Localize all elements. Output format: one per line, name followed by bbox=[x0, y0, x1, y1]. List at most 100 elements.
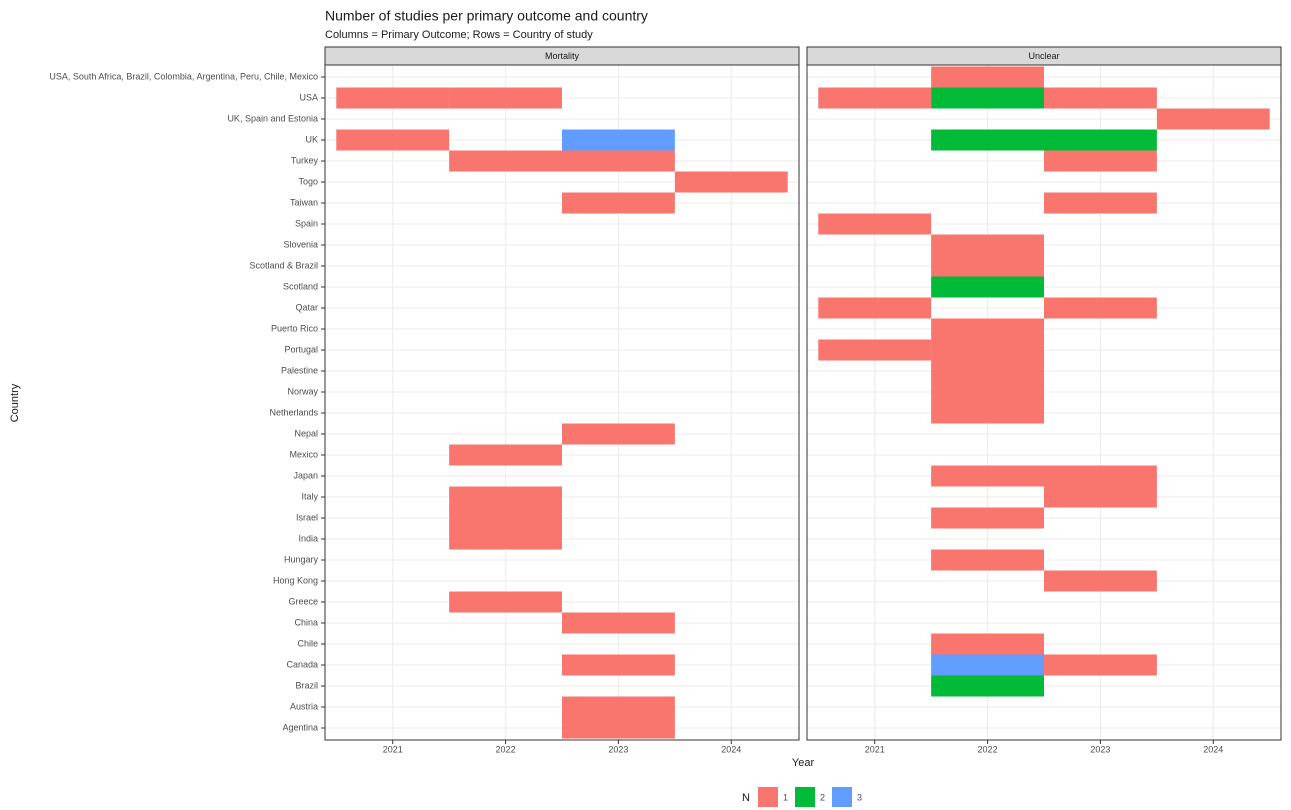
legend-label: 1 bbox=[783, 792, 788, 802]
y-axis-label: Country bbox=[9, 383, 21, 422]
tile bbox=[1044, 465, 1157, 487]
y-tick-label: Hungary bbox=[284, 554, 319, 564]
y-tick-label: Spain bbox=[295, 218, 318, 228]
y-tick-label: Nepal bbox=[294, 428, 318, 438]
y-tick-label: Puerto Rico bbox=[271, 323, 318, 333]
x-tick-label: 2021 bbox=[865, 744, 885, 754]
y-tick-label: Qatar bbox=[295, 302, 318, 312]
chart-title: Number of studies per primary outcome an… bbox=[325, 8, 648, 24]
x-tick-label: 2024 bbox=[721, 744, 741, 754]
tile bbox=[931, 402, 1044, 424]
tile bbox=[818, 339, 932, 361]
tile bbox=[562, 129, 675, 151]
tile bbox=[449, 87, 562, 109]
tile bbox=[931, 129, 1044, 151]
tile bbox=[1044, 129, 1157, 151]
y-tick-label: Chile bbox=[297, 638, 318, 648]
facet-label: Mortality bbox=[545, 51, 580, 61]
facet-label: Unclear bbox=[1028, 51, 1059, 61]
y-tick-label: Portugal bbox=[284, 344, 318, 354]
tile bbox=[931, 66, 1044, 88]
y-tick-label: Palestine bbox=[281, 365, 318, 375]
x-tick-label: 2023 bbox=[608, 744, 628, 754]
y-tick-label: Hong Kong bbox=[273, 575, 318, 585]
tile bbox=[931, 465, 1044, 487]
tile bbox=[449, 150, 562, 172]
y-tick-label: UK, Spain and Estonia bbox=[227, 113, 318, 123]
y-tick-label: Netherlands bbox=[269, 407, 318, 417]
x-tick-label: 2023 bbox=[1090, 744, 1110, 754]
tile bbox=[931, 381, 1044, 403]
tile bbox=[931, 633, 1044, 655]
legend-key bbox=[758, 787, 778, 807]
x-tick-label: 2022 bbox=[978, 744, 998, 754]
tile bbox=[931, 318, 1044, 340]
x-tick-label: 2021 bbox=[383, 744, 403, 754]
tile bbox=[931, 255, 1044, 277]
y-tick-label: Canada bbox=[286, 659, 318, 669]
x-axis-label: Year bbox=[792, 757, 815, 769]
tile bbox=[818, 297, 932, 319]
tile bbox=[931, 276, 1044, 298]
tile bbox=[931, 675, 1044, 697]
tile bbox=[449, 444, 562, 466]
tile bbox=[818, 213, 932, 235]
tile bbox=[449, 486, 562, 508]
x-tick-label: 2024 bbox=[1203, 744, 1223, 754]
tile bbox=[562, 423, 675, 445]
y-tick-label: Israel bbox=[296, 512, 318, 522]
facet-strip bbox=[806, 46, 1282, 66]
tile bbox=[818, 87, 932, 109]
y-tick-label: Turkey bbox=[291, 155, 319, 165]
legend-key bbox=[795, 787, 815, 807]
tile bbox=[1044, 570, 1157, 592]
legend-label: 3 bbox=[857, 792, 862, 802]
tile bbox=[674, 171, 788, 193]
legend-title: N bbox=[742, 792, 750, 804]
tile bbox=[1044, 87, 1157, 109]
tile bbox=[931, 549, 1044, 571]
tile bbox=[1044, 150, 1157, 172]
tile bbox=[931, 339, 1044, 361]
tile bbox=[336, 87, 450, 109]
y-tick-label: Agentina bbox=[282, 722, 318, 732]
y-tick-label: Japan bbox=[293, 470, 318, 480]
tile bbox=[562, 612, 675, 634]
y-tick-label: USA bbox=[299, 92, 318, 102]
tile bbox=[931, 654, 1044, 676]
tile bbox=[562, 150, 675, 172]
tile bbox=[1044, 486, 1157, 508]
y-tick-label: USA, South Africa, Brazil, Colombia, Arg… bbox=[49, 71, 318, 81]
tile bbox=[1044, 297, 1157, 319]
tile bbox=[931, 360, 1044, 382]
tile bbox=[1156, 108, 1270, 130]
y-tick-label: Norway bbox=[287, 386, 318, 396]
y-tick-label: Scotland & Brazil bbox=[249, 260, 318, 270]
legend-key bbox=[832, 787, 852, 807]
tile bbox=[562, 696, 675, 718]
y-tick-label: Austria bbox=[290, 701, 318, 711]
tile bbox=[562, 192, 675, 214]
tile bbox=[1044, 192, 1157, 214]
y-tick-label: Mexico bbox=[289, 449, 318, 459]
y-tick-label: Scotland bbox=[283, 281, 318, 291]
y-tick-label: Italy bbox=[301, 491, 318, 501]
tile bbox=[1044, 654, 1157, 676]
tile bbox=[562, 654, 675, 676]
y-tick-label: Greece bbox=[288, 596, 318, 606]
legend-label: 2 bbox=[820, 792, 825, 802]
y-tick-label: Togo bbox=[298, 176, 318, 186]
tile bbox=[931, 507, 1044, 529]
y-tick-label: China bbox=[294, 617, 318, 627]
chart-subtitle: Columns = Primary Outcome; Rows = Countr… bbox=[325, 29, 593, 41]
y-tick-label: UK bbox=[305, 134, 318, 144]
facet-strip bbox=[324, 46, 800, 66]
tile bbox=[931, 87, 1044, 109]
tile bbox=[336, 129, 450, 151]
y-tick-label: Taiwan bbox=[290, 197, 318, 207]
y-tick-label: Slovenia bbox=[283, 239, 318, 249]
y-tick-label: India bbox=[298, 533, 318, 543]
y-tick-label: Brazil bbox=[295, 680, 318, 690]
tile bbox=[449, 591, 562, 613]
